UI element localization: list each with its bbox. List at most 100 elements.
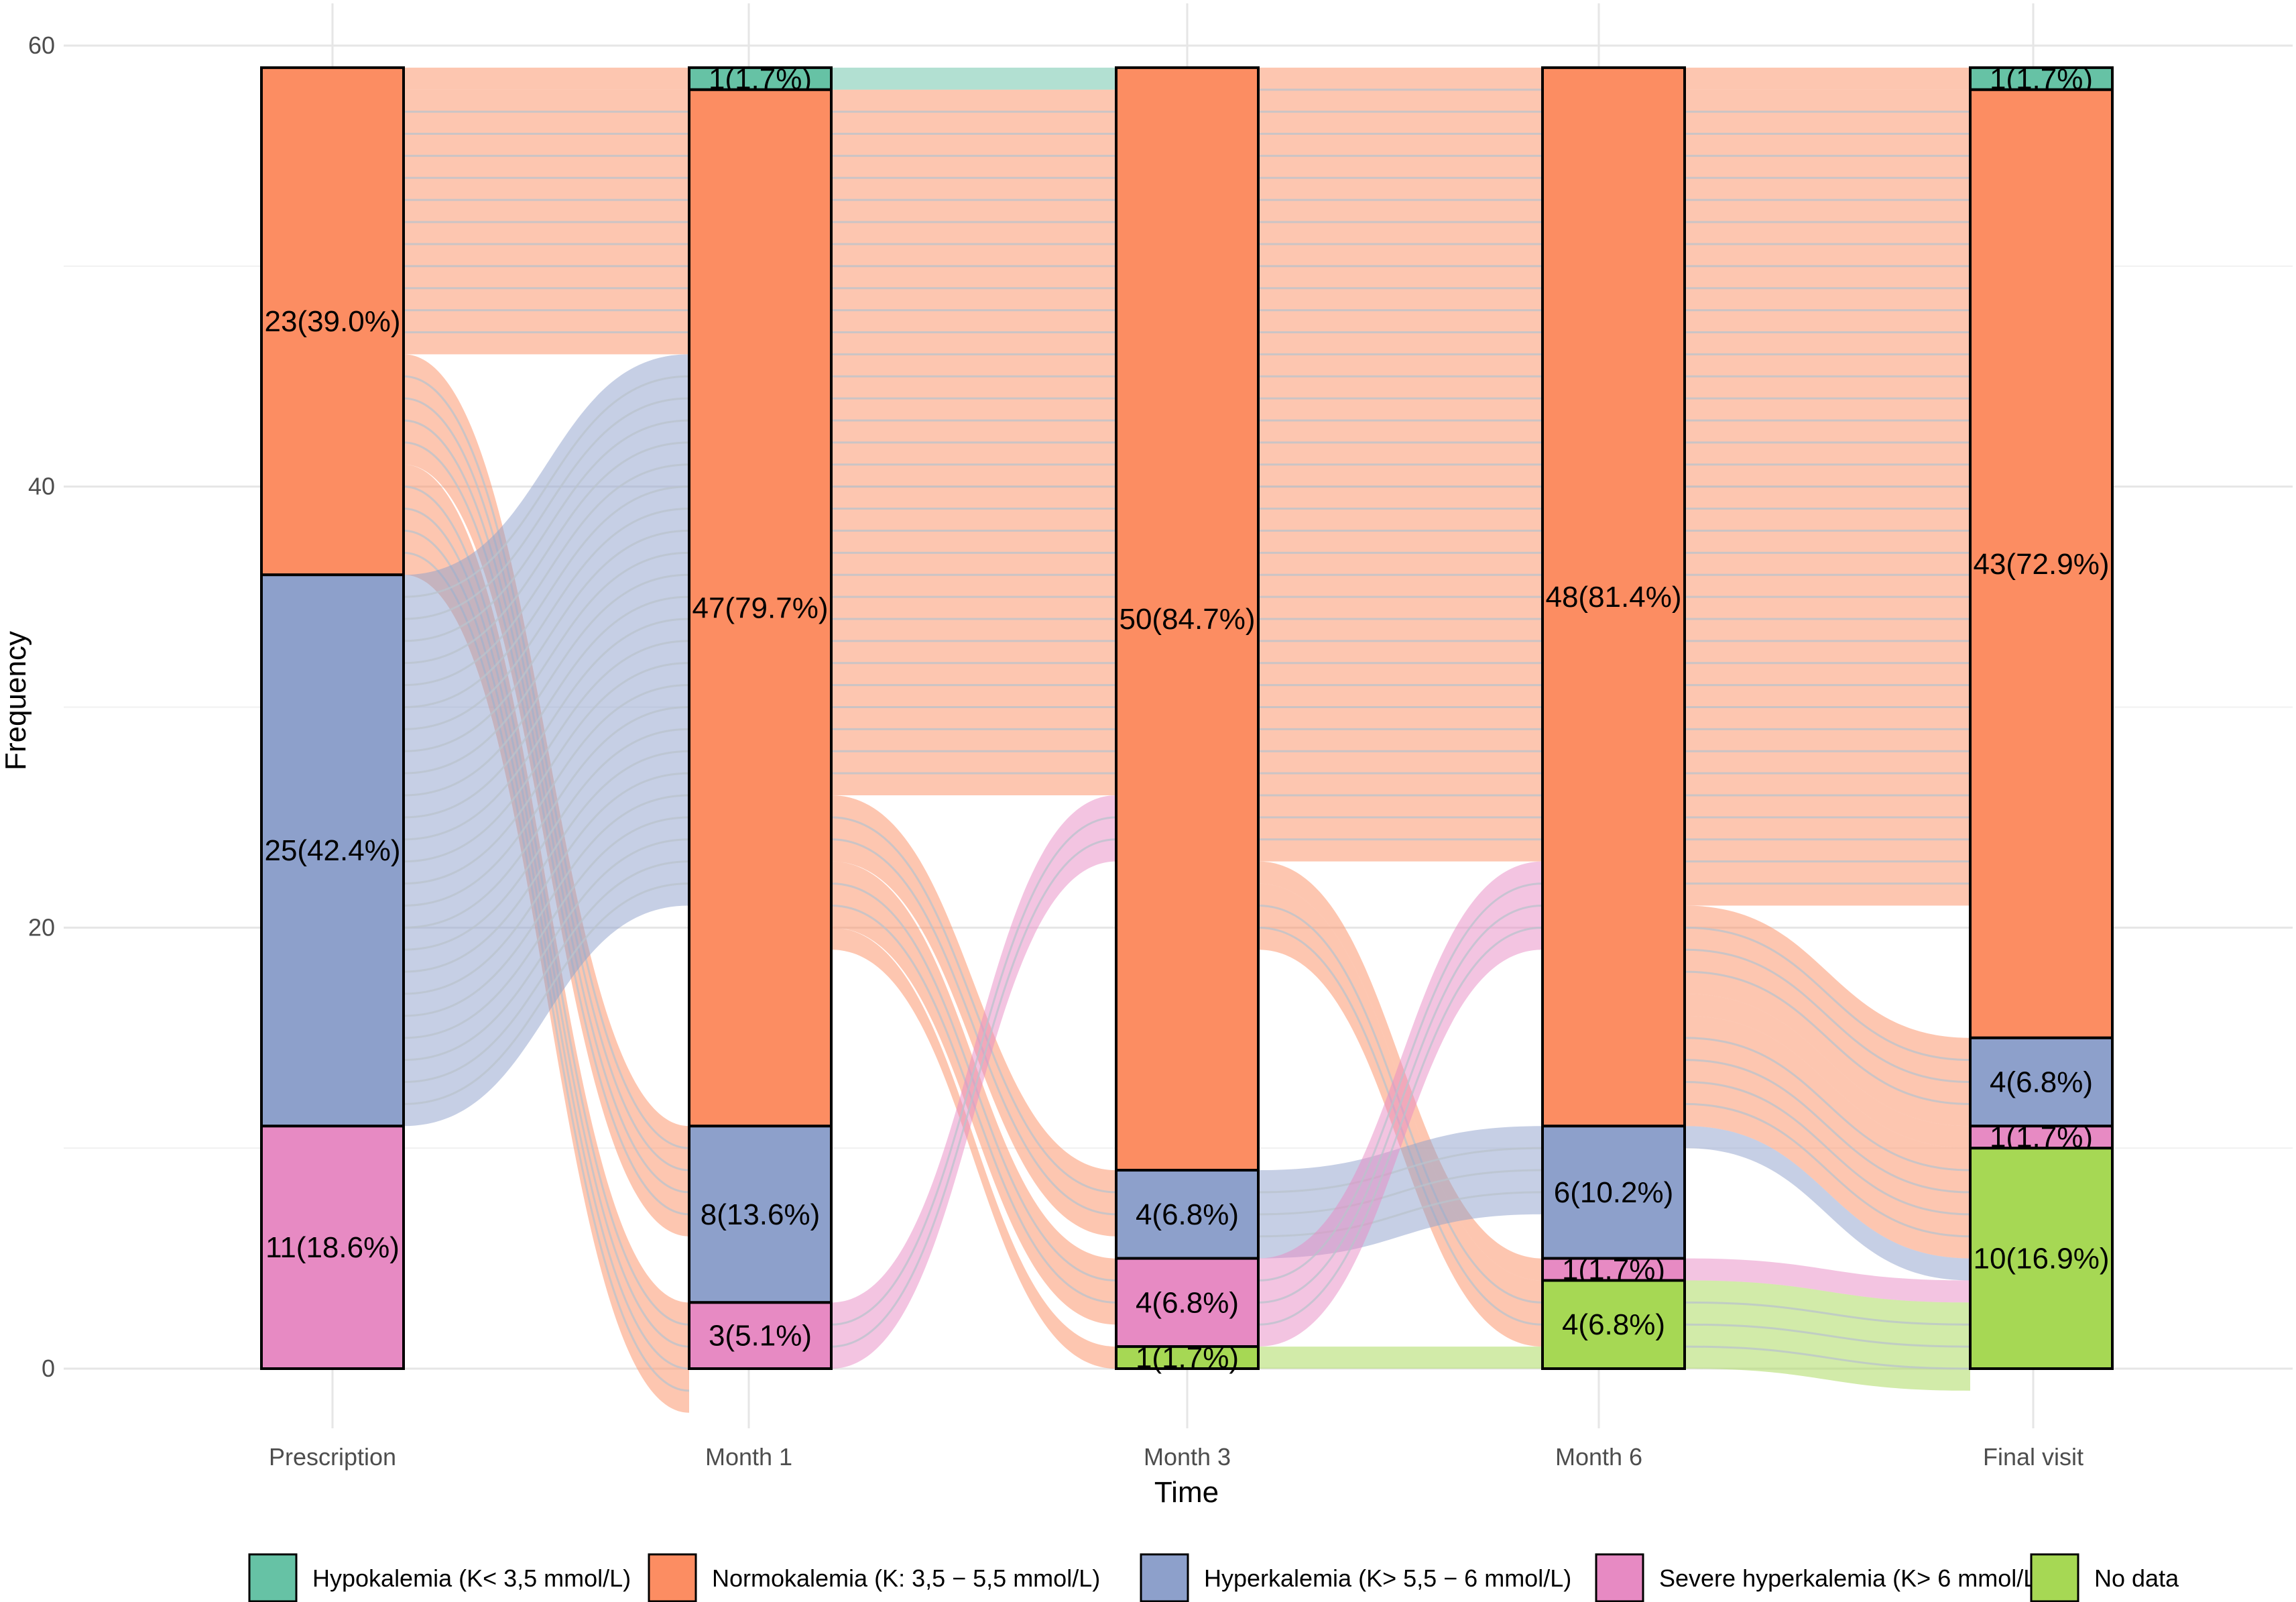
stratum-label: 8(13.6%)	[701, 1198, 821, 1231]
flow-case-line	[831, 816, 1117, 1194]
bars-layer: 23(39.0%) 25(42.4%) 11(18.6%) 1(1.7%) 47(79.…	[260, 62, 2114, 1375]
x-tick-label: Prescription	[269, 1443, 396, 1471]
flow-case-line	[1684, 1345, 1971, 1370]
y-axis-title: Frequency	[0, 631, 32, 770]
stratum-severe	[688, 1301, 833, 1370]
stratum-hyper	[688, 1125, 833, 1304]
stratum-hyper	[260, 573, 405, 1128]
flow-case-line	[403, 397, 690, 620]
stratum-nodata	[1541, 1279, 1686, 1371]
flow-case-line	[1258, 926, 1543, 1326]
flow-band-severe-to-nodata	[1685, 1258, 1970, 1303]
stratum-label: 48(81.4%)	[1545, 581, 1681, 614]
x-tick-label: Month 6	[1555, 1443, 1642, 1471]
stratum-label: 1(1.7%)	[1136, 1342, 1239, 1375]
flow-case-line	[831, 816, 1117, 1326]
flow-case-line	[403, 551, 690, 775]
legend-key-nodata	[2030, 1553, 2079, 1602]
flow-case-line	[403, 375, 690, 598]
legend-label: Hyperkalemia (K> 5,5 − 6 mmol/L)	[1204, 1564, 1571, 1592]
legend-key-severe	[1595, 1553, 1644, 1602]
flow-case-line	[403, 618, 690, 841]
y-tick-label: 20	[28, 913, 55, 941]
legend-label: No data	[2094, 1564, 2179, 1592]
flow-band-normo-to-nodata	[831, 927, 1116, 1369]
flow-band-normo-to-hypo	[1685, 67, 1970, 90]
flow-band-normo-to-severe	[1685, 993, 1970, 1149]
flow-case-line	[403, 882, 690, 1105]
flow-case-line	[403, 772, 690, 995]
flow-case-line	[1684, 970, 1971, 1105]
flow-case-line	[403, 794, 690, 1017]
legend-key-hyper	[1140, 1553, 1189, 1602]
stratum-label: 3(5.1%)	[709, 1320, 812, 1353]
flow-band-normo-to-hyper	[831, 795, 1116, 1237]
flow-band-severe-to-normo	[831, 795, 1116, 1369]
stratum-label: 4(6.8%)	[1562, 1308, 1665, 1341]
flow-case-line	[403, 529, 690, 752]
y-tick-label: 60	[28, 32, 55, 59]
x-tick-label: Month 3	[1144, 1443, 1231, 1471]
flow-case-line	[1684, 1059, 1971, 1194]
flow-case-line	[1684, 1102, 1971, 1238]
flow-band-hyper-to-normo	[404, 354, 689, 1127]
stratum-nodata	[1969, 1147, 2114, 1370]
flow-case-line	[403, 750, 690, 973]
stratum-label: 10(16.9%)	[1973, 1243, 2109, 1275]
flow-case-line	[1684, 1037, 1971, 1171]
flow-band-normo-to-normo	[1685, 89, 1970, 906]
stratum-label: 25(42.4%)	[264, 834, 400, 867]
legend-label: Severe hyperkalemia (K> 6 mmol/L)	[1659, 1564, 2045, 1592]
flows-layer	[403, 67, 1971, 1413]
stratum-severe	[260, 1125, 405, 1370]
stratum-label: 50(84.7%)	[1119, 603, 1255, 636]
flow-case-line	[831, 838, 1117, 1216]
flow-band-nodata-to-nodata	[1258, 1347, 1543, 1369]
flow-case-line	[403, 684, 690, 907]
flow-case-line	[1684, 1081, 1971, 1216]
flow-case-line	[1684, 948, 1971, 1084]
legend: Hypokalemia (K< 3,5 mmol/L) Normokalemia …	[248, 1553, 2179, 1602]
y-tick-label: 0	[42, 1355, 55, 1382]
flow-case-line	[403, 485, 690, 708]
legend-label: Hypokalemia (K< 3,5 mmol/L)	[312, 1564, 631, 1592]
stratum-label: 6(10.2%)	[1554, 1176, 1674, 1209]
stratum-severe	[1115, 1257, 1260, 1349]
stratum-normo	[688, 88, 833, 1128]
flow-case-line	[403, 728, 690, 951]
stratum-normo	[1541, 66, 1686, 1128]
flow-band-normo-to-hypo	[404, 67, 689, 90]
stratum-normo	[260, 66, 405, 577]
x-axis-ticks: Prescription Month 1 Month 3 Month 6 Final v…	[269, 1443, 2083, 1471]
stratum-label: 4(6.8%)	[1990, 1066, 2093, 1099]
stratum-label: 23(39.0%)	[264, 305, 400, 338]
flow-band-hypo-to-normo	[831, 67, 1116, 90]
flow-case-line	[403, 573, 690, 797]
flow-band-hyper-to-nodata	[1685, 1126, 1970, 1281]
stratum-label: 47(79.7%)	[692, 592, 828, 625]
stratum-label: 11(18.6%)	[265, 1231, 400, 1264]
flow-case-line	[1258, 882, 1543, 1281]
x-axis-title: Time	[1154, 1476, 1219, 1509]
y-axis-ticks: 0 20 40 60	[28, 32, 55, 1382]
stratum-label: 4(6.8%)	[1136, 1286, 1239, 1319]
stratum-hyper	[1115, 1169, 1260, 1260]
flow-case-line	[403, 706, 690, 929]
flow-case-line	[1258, 904, 1543, 1304]
flow-case-line	[1684, 1301, 1971, 1326]
flow-case-line	[1258, 1147, 1543, 1194]
stratum-normo	[1115, 66, 1260, 1172]
legend-label: Normokalemia (K: 3,5 − 5,5 mmol/L)	[712, 1564, 1100, 1592]
y-tick-label: 40	[28, 473, 55, 500]
stratum-hyper	[1969, 1036, 2114, 1128]
flow-case-line	[403, 640, 690, 863]
flow-case-line	[403, 508, 690, 730]
flow-band-normo-to-nodata	[1685, 1015, 1970, 1259]
flow-case-line	[403, 419, 690, 642]
x-tick-label: Final visit	[1983, 1443, 2083, 1471]
flow-case-line	[403, 816, 690, 1039]
stratum-label: 43(72.9%)	[1973, 548, 2109, 581]
stratum-nodata	[1115, 1345, 1260, 1371]
flow-case-line	[1684, 1323, 1971, 1348]
